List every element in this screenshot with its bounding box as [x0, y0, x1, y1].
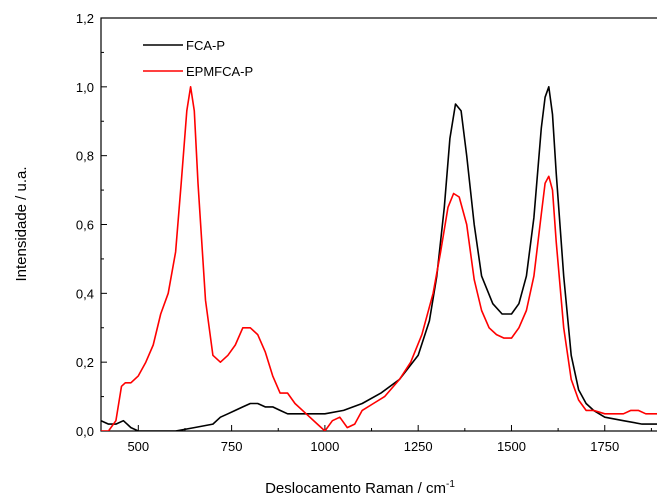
y-axis-label: Intensidade / u.a.: [13, 166, 30, 281]
x-tick-label: 1750: [590, 439, 619, 454]
series-line-fca-p: [101, 86, 657, 431]
y-tick-label: 0,8: [76, 149, 94, 164]
y-tick-label: 1,2: [76, 11, 94, 26]
y-tick-label: 1,0: [76, 80, 94, 95]
legend: FCA-P EPMFCA-P: [143, 38, 253, 79]
y-tick-label: 0,0: [76, 424, 94, 439]
x-tick-label: 1250: [404, 439, 433, 454]
legend-label-epmfca-p: EPMFCA-P: [186, 64, 253, 79]
y-axis-ticks: 0,0 0,2 0,4 0,6 0,8 1,0 1,2: [76, 11, 107, 439]
x-axis-label-text: Deslocamento Raman / cm: [265, 480, 446, 497]
x-tick-label: 1500: [497, 439, 526, 454]
x-axis-label: Deslocamento Raman / cm-1: [265, 479, 455, 497]
x-axis-label-superscript: -1: [446, 479, 455, 490]
y-tick-label: 0,6: [76, 218, 94, 233]
legend-label-fca-p: FCA-P: [186, 38, 225, 53]
x-tick-label: 750: [221, 439, 243, 454]
series-line-epmfca-p: [101, 86, 657, 431]
y-tick-label: 0,2: [76, 355, 94, 370]
x-tick-label: 1000: [310, 439, 339, 454]
series-layer: [101, 86, 657, 431]
y-tick-label: 0,4: [76, 286, 94, 301]
x-axis-ticks: 500 750 1000 1250 1500 1750: [100, 425, 652, 454]
x-tick-label: 500: [127, 439, 149, 454]
